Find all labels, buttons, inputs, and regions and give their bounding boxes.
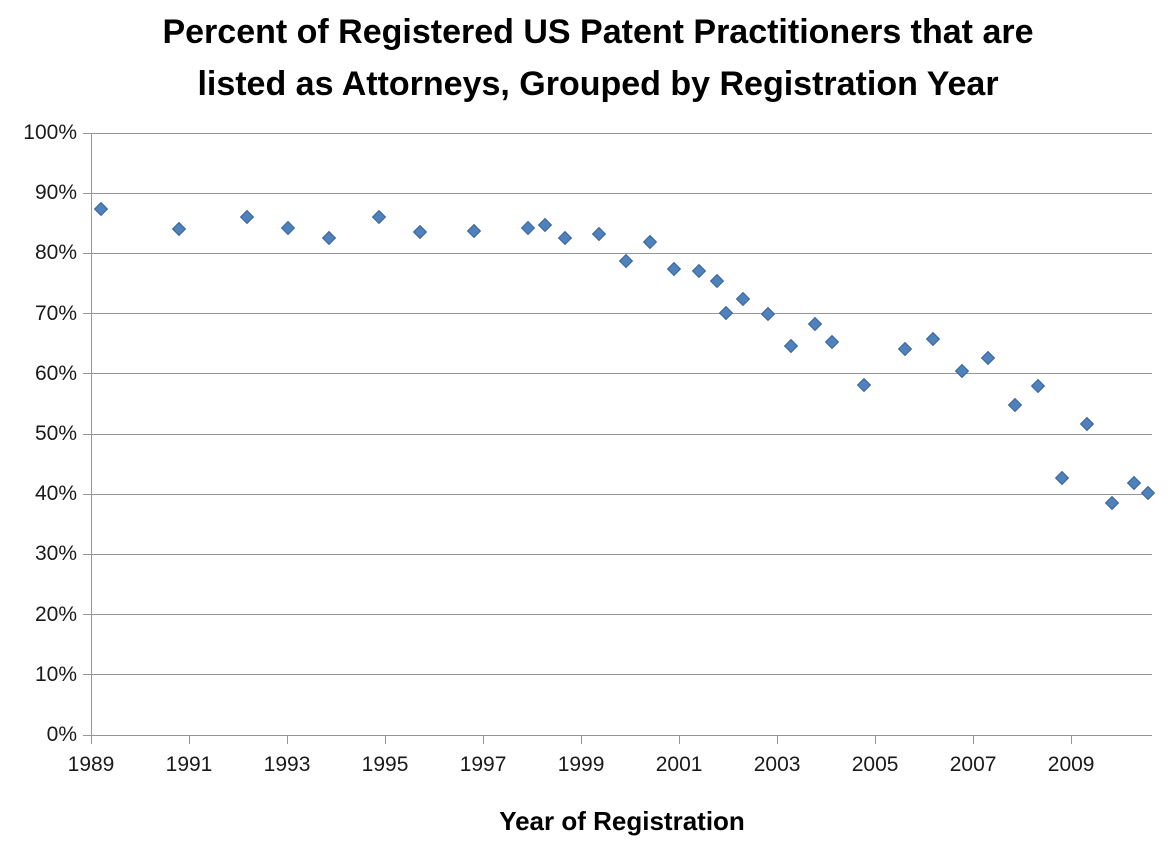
data-point <box>322 230 337 245</box>
data-point <box>981 350 996 365</box>
gridline <box>83 493 1152 495</box>
x-tick-label: 1989 <box>67 753 115 776</box>
data-point <box>467 223 482 238</box>
data-point <box>824 334 840 349</box>
y-tick-label: 80% <box>34 241 77 265</box>
x-axis-tick <box>385 735 387 744</box>
data-point <box>954 363 969 378</box>
y-tick-label: 90% <box>34 181 77 205</box>
data-point <box>1079 416 1094 431</box>
chart-title-line-1: Percent of Registered US Patent Practiti… <box>162 13 1034 51</box>
data-point <box>667 261 682 277</box>
data-point <box>1104 496 1119 511</box>
x-tick-label: 2003 <box>753 753 801 776</box>
y-tick-label: 30% <box>34 542 77 566</box>
data-point <box>926 331 941 346</box>
data-point <box>412 225 427 240</box>
data-point <box>691 263 706 278</box>
x-tick-label: 1997 <box>459 753 507 776</box>
x-tick-label: 1995 <box>361 753 409 776</box>
gridline <box>83 192 1152 194</box>
x-tick-label: 1999 <box>557 753 605 776</box>
x-axis-tick <box>287 735 289 744</box>
data-point <box>808 317 823 332</box>
x-axis-tick <box>189 735 190 744</box>
data-point <box>93 201 108 216</box>
x-axis-tick <box>875 735 877 744</box>
x-axis-tick <box>973 735 975 744</box>
y-tick-label: 10% <box>34 662 77 686</box>
x-axis-title: Year of Registration <box>499 806 745 836</box>
gridline <box>83 553 1152 555</box>
data-point <box>557 230 572 245</box>
data-point <box>280 221 296 236</box>
data-point <box>521 221 536 236</box>
chart-title-line-2: listed as Attorneys, Grouped by Registra… <box>197 65 999 103</box>
gridline <box>83 614 1152 616</box>
y-tick-label: 70% <box>34 301 77 325</box>
data-point <box>856 378 871 393</box>
gridline <box>83 313 1152 315</box>
x-tick-label: 1991 <box>165 753 213 776</box>
data-point <box>538 217 553 232</box>
data-point <box>172 222 187 237</box>
gridline <box>83 252 1152 254</box>
data-point <box>591 227 606 242</box>
y-tick-label: 100% <box>23 121 77 144</box>
y-axis-line <box>91 133 92 735</box>
data-point <box>784 338 799 353</box>
y-tick-label: 50% <box>34 422 77 445</box>
x-axis-tick <box>777 735 779 744</box>
y-tick-label: 0% <box>46 723 77 746</box>
x-axis-tick <box>679 735 681 744</box>
y-tick-label: 60% <box>34 361 77 385</box>
data-point <box>1140 485 1155 501</box>
data-point <box>761 306 776 321</box>
y-tick-label: 20% <box>34 602 77 626</box>
gridline <box>83 734 1152 736</box>
gridline <box>83 132 1152 134</box>
data-point <box>240 209 255 224</box>
gridline <box>83 674 1152 676</box>
data-point <box>1031 378 1046 393</box>
data-point <box>1055 470 1070 486</box>
gridline <box>83 433 1152 435</box>
gridline <box>83 373 1152 375</box>
y-tick-label: 40% <box>34 482 77 506</box>
x-tick-label: 2009 <box>1047 753 1095 776</box>
data-point <box>371 210 386 225</box>
chart-title: Percent of Registered US Patent Practiti… <box>28 6 1168 110</box>
x-axis-tick <box>483 735 485 744</box>
data-point <box>618 253 633 268</box>
data-point <box>643 234 658 250</box>
data-point <box>897 341 913 356</box>
x-tick-label: 2005 <box>851 753 899 776</box>
x-axis-tick <box>91 735 92 744</box>
x-axis-tick <box>1071 735 1073 744</box>
x-tick-label: 2001 <box>655 753 703 776</box>
x-axis-tick <box>581 735 583 744</box>
data-point <box>1126 475 1141 490</box>
x-tick-label: 2007 <box>949 753 997 776</box>
data-point <box>1008 397 1023 412</box>
x-tick-label: 1993 <box>263 753 311 776</box>
data-point <box>719 305 734 321</box>
data-point <box>736 292 751 307</box>
data-point <box>709 274 724 289</box>
